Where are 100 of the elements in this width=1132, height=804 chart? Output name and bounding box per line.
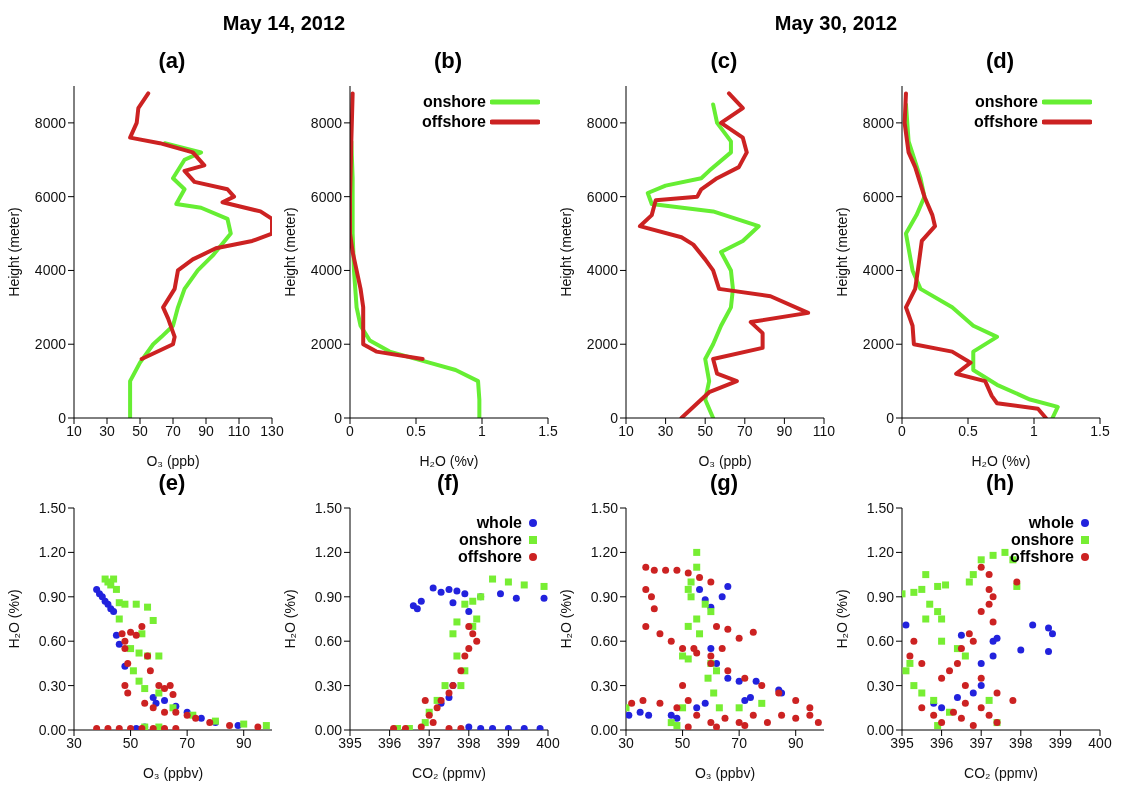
- y-axis-title: H₂O (%v): [557, 589, 574, 649]
- y-tick-label: 6000: [586, 188, 619, 205]
- chart-title: (d): [984, 48, 1016, 75]
- y-tick-label: 1.20: [38, 544, 67, 561]
- y-axis-title: Height (meter): [281, 207, 298, 297]
- chart-title: (b): [432, 48, 464, 75]
- legend-label: onshore: [422, 92, 486, 112]
- chart-title: (h): [984, 470, 1016, 497]
- x-axis-title: O₃ (ppbv): [142, 765, 204, 781]
- y-tick-label: 4000: [34, 262, 67, 279]
- x-tick-label: 1.5: [1090, 422, 1110, 439]
- chart-title: (a): [157, 48, 187, 75]
- x-tick-label: 110: [812, 422, 836, 439]
- y-axis-title: Height (meter): [557, 207, 574, 297]
- x-axis-title: H₂O (%v): [419, 453, 479, 469]
- x-tick-label: 50: [132, 422, 148, 439]
- legend-label: offshore: [1010, 548, 1074, 565]
- chart-title: (g): [708, 470, 740, 497]
- x-tick-label: 110: [227, 422, 251, 439]
- x-tick-label: 50: [122, 734, 139, 751]
- x-axis-title: O₃ (ppb): [146, 453, 200, 469]
- x-tick-label: 0: [346, 422, 355, 439]
- y-tick-label: 1.50: [590, 499, 619, 516]
- y-tick-label: 0.60: [590, 633, 619, 650]
- x-tick-label: 50: [697, 422, 714, 439]
- legend-label: onshore: [974, 92, 1038, 112]
- x-tick-label: 50: [674, 734, 691, 751]
- y-tick-label: 0.90: [866, 588, 895, 605]
- legend-label: whole: [1028, 514, 1074, 531]
- x-tick-label: 30: [618, 734, 634, 751]
- legend-label: offshore: [458, 548, 522, 565]
- x-tick-label: 0: [898, 422, 907, 439]
- y-tick-label: 0.60: [866, 633, 895, 650]
- y-tick-label: 0.90: [38, 588, 67, 605]
- legend-label: onshore: [458, 531, 522, 548]
- x-tick-label: 0.5: [406, 422, 426, 439]
- y-tick-label: 1.20: [590, 544, 619, 561]
- x-axis-title: O₃ (ppb): [698, 453, 752, 469]
- x-tick-label: 1.5: [538, 422, 558, 439]
- x-axis-title: H₂O (%v): [971, 453, 1031, 469]
- y-tick-label: 6000: [310, 188, 343, 205]
- x-tick-label: 400: [1088, 734, 1112, 751]
- legend-label: offshore: [422, 112, 486, 132]
- y-tick-label: 4000: [586, 262, 619, 279]
- y-tick-label: 0.30: [314, 677, 343, 694]
- x-tick-label: 398: [1009, 734, 1033, 751]
- y-tick-label: 4000: [310, 262, 343, 279]
- y-tick-label: 0.30: [866, 677, 895, 694]
- x-tick-label: 90: [198, 422, 214, 439]
- y-axis-title: H₂O (%v): [281, 589, 298, 649]
- x-tick-label: 398: [457, 734, 481, 751]
- x-tick-label: 70: [737, 422, 753, 439]
- y-tick-label: 8000: [586, 114, 619, 131]
- y-tick-label: 1.50: [314, 499, 343, 516]
- x-tick-label: 396: [929, 734, 954, 751]
- y-tick-label: 2000: [586, 336, 619, 353]
- y-axis-title: Height (meter): [833, 207, 850, 297]
- x-tick-label: 399: [1048, 734, 1073, 751]
- y-tick-label: 2000: [310, 336, 343, 353]
- y-tick-label: 0.30: [38, 677, 67, 694]
- y-axis-title: H₂O (%v): [833, 589, 850, 649]
- y-tick-label: 0: [610, 409, 619, 426]
- x-tick-label: 397: [969, 734, 994, 751]
- y-tick-label: 4000: [862, 262, 895, 279]
- y-tick-label: 8000: [862, 114, 895, 131]
- y-tick-label: 1.20: [866, 544, 895, 561]
- legend-label: whole: [476, 514, 522, 531]
- y-tick-label: 2000: [34, 336, 67, 353]
- x-tick-label: 1: [478, 422, 487, 439]
- x-tick-label: 30: [66, 734, 82, 751]
- text: May 30, 2012: [773, 12, 899, 35]
- y-tick-label: 6000: [862, 188, 895, 205]
- legend-label: onshore: [1010, 531, 1074, 548]
- chart-title: (e): [157, 470, 187, 497]
- y-tick-label: 0.60: [38, 633, 67, 650]
- x-tick-label: 397: [417, 734, 442, 751]
- text: May 14, 2012: [221, 12, 347, 35]
- y-tick-label: 1.50: [866, 499, 895, 516]
- y-tick-label: 8000: [34, 114, 67, 131]
- x-tick-label: 90: [776, 422, 793, 439]
- y-tick-label: 1.50: [38, 499, 67, 516]
- chart-title: (f): [436, 470, 460, 497]
- y-axis-title: H₂O (%v): [5, 589, 22, 649]
- y-axis-title: Height (meter): [5, 207, 22, 297]
- y-tick-label: 2000: [862, 336, 895, 353]
- chart-title: (c): [709, 48, 739, 75]
- x-tick-label: 396: [377, 734, 402, 751]
- x-tick-label: 70: [731, 734, 748, 751]
- x-tick-label: 0.5: [958, 422, 978, 439]
- x-tick-label: 399: [496, 734, 521, 751]
- x-tick-label: 70: [179, 734, 196, 751]
- x-tick-label: 130: [260, 422, 284, 439]
- x-tick-label: 70: [165, 422, 181, 439]
- x-tick-label: 90: [787, 734, 804, 751]
- y-tick-label: 0: [58, 409, 67, 426]
- y-tick-label: 0.90: [314, 588, 343, 605]
- x-axis-title: CO₂ (ppmv): [964, 765, 1038, 781]
- x-tick-label: 400: [536, 734, 560, 751]
- y-tick-label: 0: [886, 409, 895, 426]
- x-axis-title: O₃ (ppbv): [694, 765, 756, 781]
